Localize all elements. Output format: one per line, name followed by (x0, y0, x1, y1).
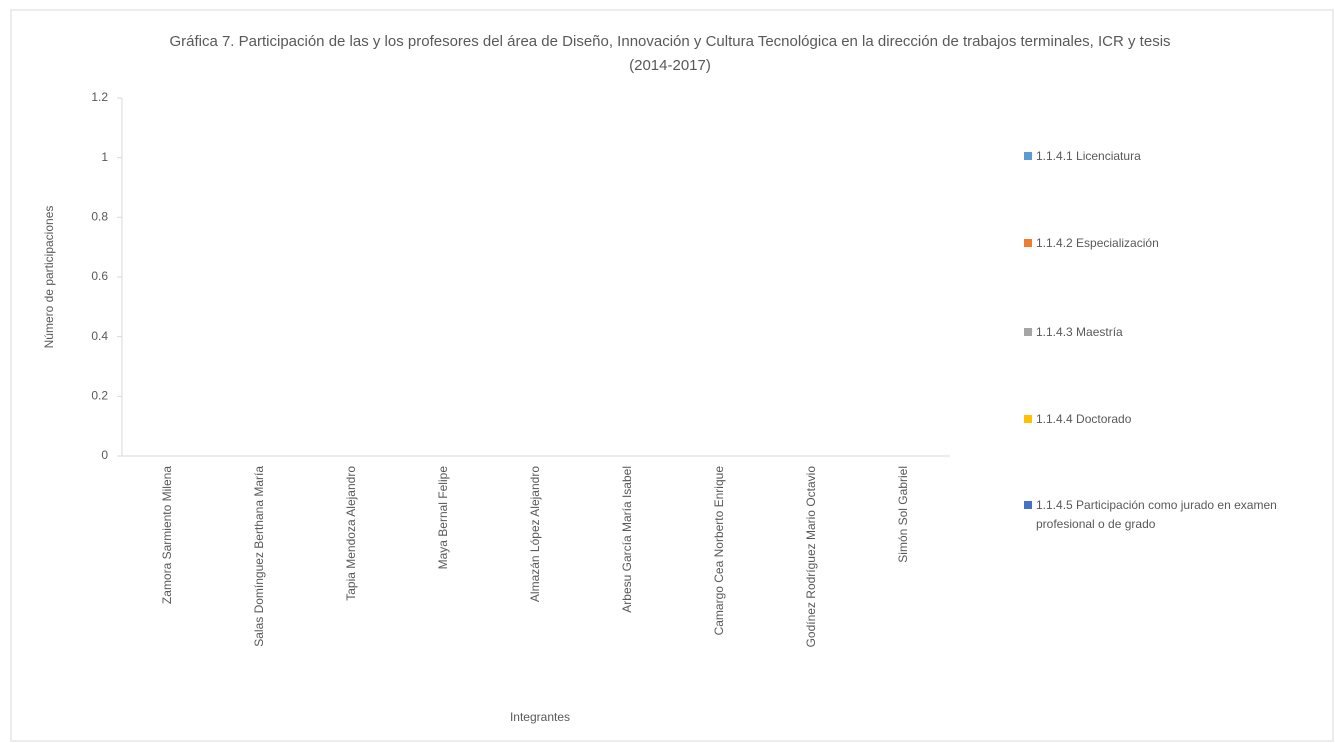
legend-swatch (1024, 415, 1032, 423)
chart-title: Gráfica 7. Participación de las y los pr… (169, 33, 1171, 74)
legend-swatch (1024, 152, 1032, 160)
x-tick-label: Arbesu García María Isabel (620, 466, 634, 613)
x-tick-label: Zamora Sarmiento Milena (160, 466, 174, 604)
legend-item: 1.1.4.2 Especialización (1024, 234, 1321, 253)
legend-item: 1.1.4.1 Licenciatura (1024, 147, 1321, 166)
legend-item: 1.1.4.5 Participación como jurado en exa… (1024, 496, 1321, 534)
y-tick-label: 1 (101, 150, 108, 164)
chart-border (10, 9, 1334, 742)
legend-item: 1.1.4.4 Doctorado (1024, 410, 1321, 429)
y-tick-label: 0.8 (91, 210, 108, 224)
legend-swatch (1024, 328, 1032, 336)
legend-swatch (1024, 239, 1032, 247)
legend-label: 1.1.4.1 Licenciatura (1036, 149, 1141, 163)
x-tick-label: Simón Sol Gabriel (896, 466, 910, 563)
legend-label: 1.1.4.4 Doctorado (1036, 412, 1132, 426)
y-tick-label: 0.2 (91, 389, 108, 403)
x-tick-label: Salas Domínguez Berthana María (252, 466, 266, 647)
legend-item: 1.1.4.3 Maestría (1024, 323, 1321, 342)
x-tick-label: Godínez Rodríguez Mario Octavio (804, 466, 818, 648)
x-axis-title: Integrantes (510, 710, 570, 724)
legend-label: 1.1.4.5 Participación como jurado en exa… (1036, 498, 1277, 531)
y-axis-title: Número de participaciones (42, 206, 56, 349)
x-tick-label: Maya Bernal Felipe (436, 466, 450, 570)
y-tick-label: 1.2 (91, 90, 108, 104)
x-tick-label: Tapia Mendoza Alejandro (344, 466, 358, 601)
x-tick-label: Almazán López Alejandro (528, 466, 542, 602)
legend-swatch (1024, 501, 1032, 509)
x-tick-label: Camargo Cea Norberto Enrique (712, 466, 726, 636)
y-tick-label: 0 (101, 448, 108, 462)
y-tick-label: 0.6 (91, 269, 108, 283)
legend-label: 1.1.4.2 Especialización (1036, 236, 1159, 250)
y-tick-label: 0.4 (91, 329, 108, 343)
legend-label: 1.1.4.3 Maestría (1036, 325, 1123, 339)
